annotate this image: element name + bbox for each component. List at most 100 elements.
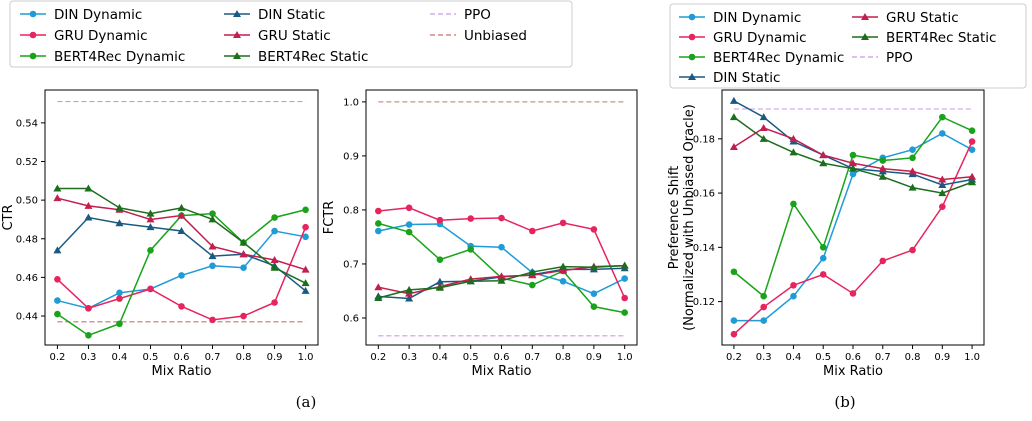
series-din-static	[53, 213, 310, 294]
y-tick-label: 0.18	[693, 134, 715, 145]
series-gru-dynamic	[54, 223, 309, 324]
legend-marker	[688, 13, 696, 21]
legend-entry-din-dynamic: DIN Dynamic	[20, 7, 142, 23]
data-point	[759, 123, 768, 131]
y-tick-label: 0.52	[16, 157, 38, 168]
data-point	[436, 256, 444, 263]
caption-a: (a)	[296, 393, 317, 411]
data-point	[819, 244, 827, 251]
series-din-dynamic	[54, 227, 309, 312]
data-point	[497, 276, 506, 284]
y-tick-label: 0.48	[16, 234, 38, 245]
data-point	[240, 264, 247, 272]
x-tick-label: 0.5	[143, 352, 159, 363]
data-point	[467, 215, 475, 222]
x-tick-label: 0.5	[463, 352, 479, 363]
data-point	[729, 96, 738, 104]
legend-label: GRU Static	[258, 28, 331, 44]
y-axis-label: Preference Shift	[667, 166, 682, 269]
data-point	[146, 209, 155, 217]
data-point	[909, 146, 916, 153]
legend-entry-ppo: PPO	[430, 7, 491, 23]
data-point	[909, 246, 916, 254]
data-point	[146, 215, 155, 223]
data-point	[621, 309, 628, 316]
data-point	[435, 277, 444, 285]
data-point	[146, 223, 155, 231]
data-point	[85, 304, 92, 312]
legend-entry-bert4rec-dynamic: BERT4Rec Dynamic	[20, 49, 185, 65]
legend-entry-bert4rec-static: BERT4Rec Static	[224, 49, 368, 65]
legend-label: BERT4Rec Dynamic	[54, 49, 185, 65]
x-tick-label: 0.8	[905, 352, 921, 363]
data-point	[849, 151, 857, 159]
data-point	[968, 127, 976, 134]
data-point	[301, 279, 310, 287]
y-tick-label: 0.44	[16, 312, 38, 323]
data-point	[790, 200, 797, 208]
series-line	[57, 187, 306, 284]
data-point	[270, 263, 279, 271]
data-point	[559, 219, 567, 227]
x-tick-label: 0.3	[401, 352, 417, 363]
series-bert4rec-static	[374, 261, 629, 301]
x-tick-label: 0.7	[875, 352, 891, 363]
y-tick-label: 0.50	[16, 196, 38, 207]
series-line	[733, 116, 973, 298]
data-point	[559, 277, 567, 285]
data-point	[302, 223, 309, 231]
data-point	[85, 332, 92, 339]
data-point	[302, 233, 309, 241]
data-point	[730, 330, 738, 338]
y-tick-label: 0.8	[343, 205, 359, 216]
data-point	[375, 220, 382, 227]
data-point	[239, 250, 248, 258]
data-point	[789, 134, 798, 142]
legend-marker	[861, 13, 869, 20]
data-point	[375, 227, 382, 235]
x-tick-label: 1.0	[617, 352, 633, 363]
data-point	[208, 252, 217, 260]
data-point	[374, 293, 383, 301]
data-point	[878, 172, 887, 180]
legend-label: DIN Static	[258, 7, 325, 23]
data-point	[208, 242, 217, 250]
data-point	[84, 201, 93, 209]
legend-marker	[233, 10, 241, 17]
legend-label: PPO	[886, 50, 913, 66]
x-tick-label: 0.6	[494, 352, 510, 363]
series-bert4rec-dynamic	[730, 113, 976, 300]
x-tick-label: 0.3	[80, 352, 96, 363]
x-tick-label: 0.9	[586, 352, 602, 363]
x-tick-label: 0.8	[555, 352, 571, 363]
data-point	[177, 227, 186, 235]
data-point	[405, 285, 414, 293]
x-tick-label: 0.2	[370, 352, 386, 363]
x-tick-label: 0.9	[934, 352, 950, 363]
data-point	[116, 295, 123, 302]
y-tick-label: 0.9	[343, 151, 359, 162]
data-point	[270, 256, 279, 263]
series-gru-static	[53, 194, 310, 273]
y-axis-label: FCTR	[322, 201, 337, 235]
data-point	[759, 113, 768, 121]
data-point	[620, 261, 629, 269]
legend-entry-ppo: PPO	[852, 50, 913, 66]
data-point	[116, 320, 123, 328]
legend-label: BERT4Rec Static	[258, 49, 368, 65]
series-bert4rec-static	[729, 113, 977, 197]
data-point	[938, 189, 947, 197]
data-point	[730, 268, 738, 276]
legend-entry-bert4rec-dynamic: BERT4Rec Dynamic	[679, 50, 844, 66]
legend-entry-gru-dynamic: GRU Dynamic	[20, 28, 148, 44]
legend-entry-unbiased: Unbiased	[430, 28, 527, 44]
data-point	[271, 299, 278, 306]
data-point	[819, 271, 827, 278]
legend-marker	[29, 10, 37, 18]
data-point	[115, 203, 124, 211]
y-tick-label: 1.0	[343, 97, 359, 108]
y-tick-label: 0.16	[693, 189, 715, 200]
y-tick-label: 0.14	[693, 243, 715, 254]
data-point	[209, 210, 216, 217]
